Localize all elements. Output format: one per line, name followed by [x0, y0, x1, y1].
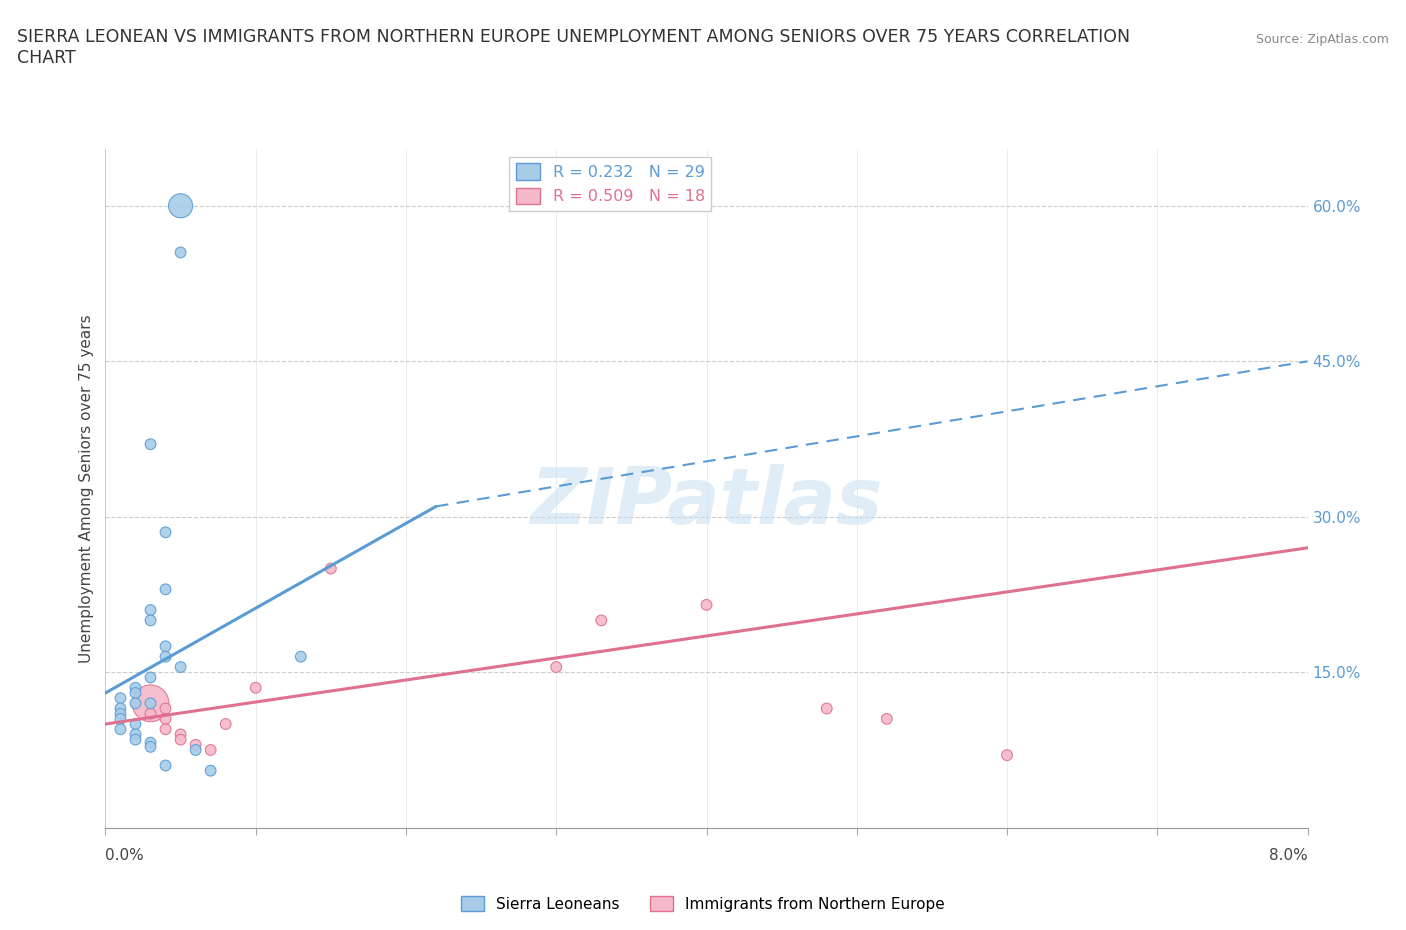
Point [124, 685, 146, 700]
Point [155, 649, 177, 664]
Legend: R = 0.232   N = 29, R = 0.509   N = 18: R = 0.232 N = 29, R = 0.509 N = 18 [509, 157, 711, 211]
Point [184, 742, 207, 757]
Point [169, 198, 191, 213]
Point [290, 649, 312, 664]
Point [124, 681, 146, 696]
Y-axis label: Unemployment Among Seniors over 75 years: Unemployment Among Seniors over 75 years [79, 314, 94, 662]
Point [155, 525, 177, 539]
Point [155, 711, 177, 726]
Point [124, 717, 146, 732]
Point [200, 742, 222, 757]
Point [124, 732, 146, 747]
Point [110, 722, 132, 737]
Point [591, 613, 613, 628]
Text: SIERRA LEONEAN VS IMMIGRANTS FROM NORTHERN EUROPE UNEMPLOYMENT AMONG SENIORS OVE: SIERRA LEONEAN VS IMMIGRANTS FROM NORTHE… [17, 28, 1130, 67]
Point [110, 706, 132, 721]
Point [696, 597, 718, 612]
Point [245, 681, 267, 696]
Point [546, 659, 568, 674]
Point [110, 701, 132, 716]
Point [139, 706, 162, 721]
Point [139, 696, 162, 711]
Point [155, 639, 177, 654]
Legend: Sierra Leoneans, Immigrants from Northern Europe: Sierra Leoneans, Immigrants from Norther… [456, 889, 950, 918]
Point [155, 582, 177, 597]
Point [139, 613, 162, 628]
Point [139, 739, 162, 754]
Point [155, 722, 177, 737]
Point [155, 701, 177, 716]
Point [139, 437, 162, 452]
Point [214, 717, 236, 732]
Point [169, 245, 191, 259]
Point [876, 711, 898, 726]
Point [139, 603, 162, 618]
Point [319, 561, 342, 576]
Point [139, 696, 162, 711]
Point [169, 659, 191, 674]
Point [184, 737, 207, 752]
Point [124, 696, 146, 711]
Point [815, 701, 838, 716]
Point [110, 691, 132, 706]
Text: 8.0%: 8.0% [1268, 848, 1308, 863]
Point [139, 736, 162, 751]
Text: ZIPatlas: ZIPatlas [530, 464, 883, 539]
Text: Source: ZipAtlas.com: Source: ZipAtlas.com [1256, 33, 1389, 46]
Point [169, 732, 191, 747]
Point [155, 758, 177, 773]
Point [200, 764, 222, 778]
Point [110, 711, 132, 726]
Point [139, 670, 162, 684]
Text: 0.0%: 0.0% [105, 848, 145, 863]
Point [124, 727, 146, 742]
Point [995, 748, 1018, 763]
Point [169, 727, 191, 742]
